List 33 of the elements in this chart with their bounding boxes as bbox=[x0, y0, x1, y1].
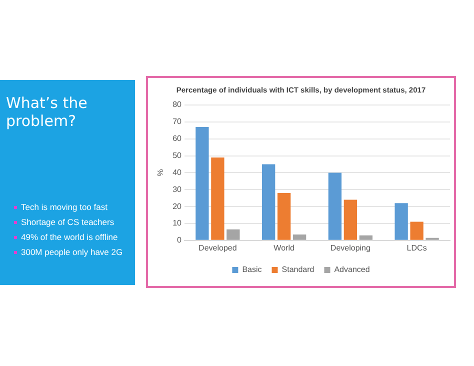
bar bbox=[328, 172, 342, 240]
y-tick-label: 80 bbox=[172, 100, 182, 110]
text: Tech is moving too fast bbox=[14, 200, 129, 215]
y-tick-label: 30 bbox=[172, 184, 182, 194]
y-tick-label: 0 bbox=[177, 236, 182, 245]
legend-label: Advanced bbox=[334, 265, 370, 274]
y-tick-label: 60 bbox=[172, 134, 182, 144]
bar bbox=[410, 222, 424, 240]
legend-label: Standard bbox=[282, 265, 314, 274]
y-tick-label: 20 bbox=[172, 202, 182, 211]
x-tick-label: World bbox=[274, 243, 294, 252]
x-tick-label: Developing bbox=[330, 243, 370, 252]
text: Shortage of CS teachers bbox=[14, 215, 129, 230]
bar bbox=[226, 229, 240, 240]
bar bbox=[359, 235, 373, 240]
bar bbox=[262, 164, 276, 240]
legend-label: Basic bbox=[242, 265, 262, 274]
y-tick-label: 50 bbox=[172, 150, 182, 160]
x-tick-label: LDCs bbox=[406, 243, 427, 252]
text: What’s the problem? bbox=[6, 94, 88, 130]
y-tick-label: 10 bbox=[172, 218, 182, 228]
bar bbox=[211, 157, 224, 240]
bar bbox=[196, 127, 209, 240]
bar bbox=[277, 193, 291, 240]
bar bbox=[344, 200, 358, 240]
y-tick-label: 70 bbox=[172, 117, 182, 126]
y-tick-label: 40 bbox=[172, 168, 182, 177]
y-axis-title: % bbox=[156, 169, 166, 176]
text: 49% of the world is offline bbox=[14, 230, 129, 245]
bar bbox=[292, 234, 306, 240]
text: 300M people only have 2G bbox=[14, 245, 129, 260]
x-tick-label: Developed bbox=[198, 243, 237, 252]
bar bbox=[394, 203, 408, 240]
